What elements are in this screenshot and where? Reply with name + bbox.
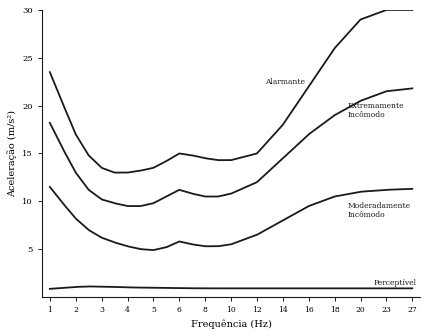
- Y-axis label: Aceleração (m/s²): Aceleração (m/s²): [7, 110, 17, 197]
- X-axis label: Frequência (Hz): Frequência (Hz): [190, 320, 272, 329]
- Text: Perceptível: Perceptível: [374, 279, 417, 287]
- Text: Extremamente
Incômodo: Extremamente Incômodo: [347, 102, 404, 119]
- Text: Moderadamente
Incômodo: Moderadamente Incômodo: [347, 202, 411, 219]
- Text: Alarmante: Alarmante: [265, 78, 305, 86]
